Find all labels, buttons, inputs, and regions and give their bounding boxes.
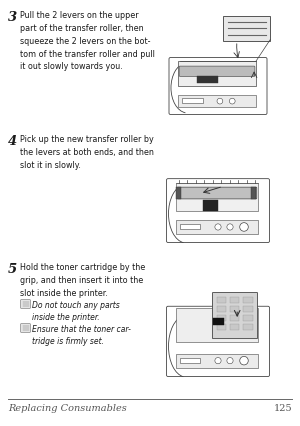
Bar [217, 297, 226, 303]
Bar [243, 324, 253, 330]
Text: Hold the toner cartridge by the
grip, and then insert it into the
slot inside th: Hold the toner cartridge by the grip, an… [20, 262, 145, 297]
Circle shape [215, 358, 221, 364]
Circle shape [240, 357, 248, 365]
FancyBboxPatch shape [21, 324, 30, 333]
Bar [243, 306, 253, 312]
FancyBboxPatch shape [167, 307, 269, 377]
Bar [223, 17, 270, 42]
Bar [243, 297, 253, 303]
Bar [176, 184, 258, 211]
FancyBboxPatch shape [212, 293, 257, 339]
FancyBboxPatch shape [177, 188, 257, 199]
Bar [178, 62, 256, 87]
Text: 3: 3 [8, 11, 17, 24]
Text: Ensure that the toner car-
tridge is firmly set.: Ensure that the toner car- tridge is fir… [32, 324, 131, 345]
Circle shape [240, 223, 248, 232]
Bar [178, 96, 256, 108]
Bar [180, 358, 200, 363]
Bar [230, 306, 239, 312]
Text: Replacing Consumables: Replacing Consumables [8, 403, 127, 412]
Bar [217, 315, 226, 321]
Circle shape [230, 99, 235, 105]
Text: Do not touch any parts
inside the printer.: Do not touch any parts inside the printe… [32, 300, 120, 322]
FancyBboxPatch shape [21, 300, 30, 308]
Text: 4: 4 [8, 135, 17, 148]
Text: Pick up the new transfer roller by
the levers at both ends, and then
slot it in : Pick up the new transfer roller by the l… [20, 135, 154, 169]
Bar [213, 318, 224, 325]
Bar [203, 200, 218, 211]
Bar [217, 306, 226, 312]
Circle shape [215, 225, 221, 230]
Bar [251, 188, 256, 199]
Circle shape [227, 358, 233, 364]
Circle shape [227, 225, 233, 230]
Bar [182, 99, 203, 104]
Circle shape [217, 99, 223, 105]
Bar [176, 308, 258, 343]
FancyBboxPatch shape [167, 179, 269, 243]
Bar [176, 220, 258, 234]
Bar [180, 225, 200, 230]
Text: 5: 5 [8, 262, 17, 275]
Bar [197, 77, 218, 84]
Bar [176, 188, 181, 199]
Bar [217, 324, 226, 330]
Bar [243, 315, 253, 321]
FancyBboxPatch shape [169, 58, 267, 115]
Bar [230, 315, 239, 321]
FancyBboxPatch shape [179, 67, 255, 77]
Text: 125: 125 [273, 403, 292, 412]
Text: Pull the 2 levers on the upper
part of the transfer roller, then
squeeze the 2 l: Pull the 2 levers on the upper part of t… [20, 11, 155, 71]
Bar [230, 297, 239, 303]
Bar [230, 324, 239, 330]
Bar [176, 354, 258, 368]
